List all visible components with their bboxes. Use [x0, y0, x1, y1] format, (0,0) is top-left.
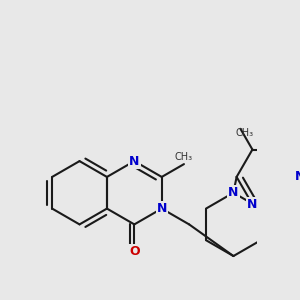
Text: O: O: [129, 245, 140, 258]
Text: N: N: [247, 198, 258, 211]
Text: CH₃: CH₃: [175, 152, 193, 162]
Text: N: N: [157, 202, 167, 215]
Text: N: N: [295, 170, 300, 183]
Text: N: N: [129, 154, 140, 168]
Text: CH₃: CH₃: [236, 128, 254, 138]
Text: N: N: [228, 186, 239, 199]
